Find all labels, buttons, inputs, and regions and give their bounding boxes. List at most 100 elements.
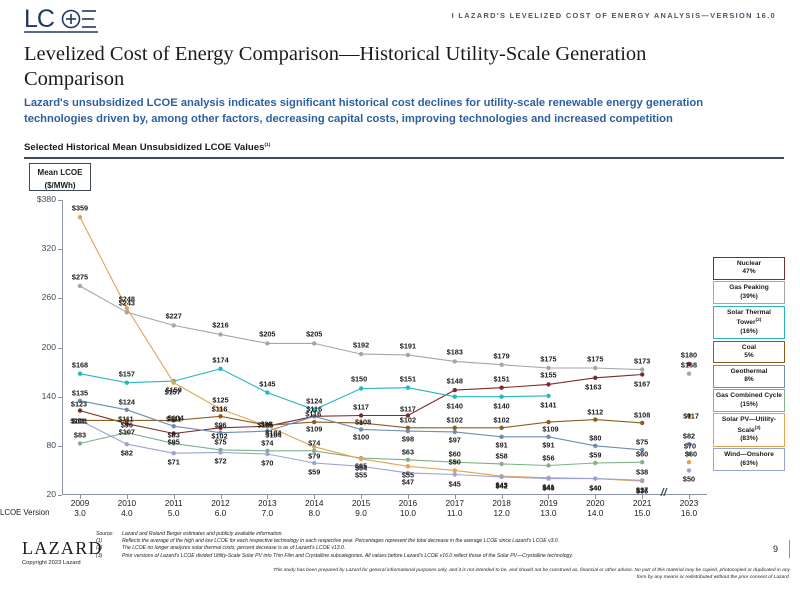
data-label: $117 (683, 411, 699, 420)
legend-item-solar-thermal-tower[interactable]: Solar Thermal Tower(2) (16%) (713, 305, 785, 340)
lcoe-version-row-label: LCOE Version (0, 508, 50, 517)
data-label: $157 (164, 387, 181, 397)
data-label: $359 (71, 203, 89, 213)
x-axis-version-label: 3.0 (74, 508, 86, 518)
data-label: $40 (589, 483, 602, 493)
data-label: $102 (493, 415, 510, 425)
series-marker (452, 425, 457, 430)
series-marker (77, 371, 83, 376)
series-marker (218, 430, 223, 435)
x-axis-tick-mark (595, 495, 597, 499)
series-marker (77, 418, 83, 423)
x-axis-version-label: 6.0 (214, 508, 227, 518)
x-axis-tick-mark (126, 495, 128, 499)
data-label: $72 (214, 456, 227, 466)
x-axis-version-label: 15.0 (634, 508, 651, 518)
data-label: $83 (167, 430, 180, 440)
legend-item-footnote: (3) (754, 425, 761, 431)
x-axis-year-label: 2021 (632, 498, 652, 508)
series-marker (452, 472, 457, 477)
x-axis-year-label: 2012 (211, 498, 230, 508)
data-label: $227 (165, 311, 182, 321)
data-label: $42 (495, 481, 508, 491)
y-axis-tick-mark (58, 396, 62, 398)
series-marker (77, 283, 83, 289)
data-label: $111 (72, 416, 88, 426)
data-label: $104 (265, 428, 282, 438)
legend-item-solar-pv-utility-scale[interactable]: Solar PV—Utility-Scale(3) (83%) (713, 413, 785, 447)
data-label: $125 (212, 395, 229, 405)
data-label: $205 (259, 329, 276, 339)
series-marker (312, 460, 317, 466)
legend-item-label: Nuclear (736, 260, 762, 267)
series-coal (77, 413, 692, 430)
legend-item-gas-combined-cycle[interactable]: Gas Combined Cycle (15%) (713, 389, 785, 412)
legend-item-label: Coal (741, 343, 757, 351)
footnote-3-tag: (3) (96, 552, 103, 559)
data-label: $58 (495, 451, 508, 461)
data-label-extra: $36 (636, 486, 649, 496)
header-version-text: I LAZARD'S LEVELIZED COST OF ENERGY ANAL… (451, 11, 776, 20)
series-marker (640, 460, 645, 465)
y-axis-tick-label: 20 (46, 489, 56, 499)
legend-item-nuclear[interactable]: Nuclear 47% (713, 257, 785, 280)
chart-panel-heading-footnote: (1) (264, 142, 271, 148)
data-label: $41 (542, 482, 555, 492)
copyright-text: Copyright 2023 Lazard (22, 560, 81, 566)
data-label: $124 (306, 396, 323, 406)
x-axis-year-label: 2013 (258, 498, 277, 508)
series-line (79, 285, 643, 371)
data-label: $109 (306, 424, 323, 434)
series-marker (358, 420, 364, 426)
data-label: $45 (448, 479, 461, 488)
data-label: $183 (446, 347, 463, 357)
data-label: $151 (399, 374, 417, 384)
x-axis-version-label: 5.0 (167, 508, 180, 518)
data-label: $141 (540, 400, 557, 410)
series-marker (218, 406, 223, 412)
series-marker (640, 447, 645, 453)
data-label: $55 (401, 470, 415, 480)
series-marker (358, 456, 364, 462)
series-marker (171, 451, 176, 456)
x-axis-tick-mark (173, 495, 175, 499)
data-label: $50 (448, 457, 461, 467)
y-axis-tick-label: 200 (41, 341, 56, 352)
x-axis-year-label: 2015 (351, 498, 371, 508)
data-label: $145 (259, 379, 276, 389)
series-marker (452, 359, 457, 364)
data-label: $97 (448, 435, 461, 445)
x-axis-tick-mark (689, 495, 690, 499)
legend-item-wind-onshore[interactable]: Wind—Onshore (63%) (713, 448, 785, 472)
series-marker (171, 380, 176, 385)
series-marker (124, 306, 129, 311)
footnotes-block: Source: Lazard and Roland Berger estimat… (96, 531, 716, 560)
series-marker (312, 407, 317, 412)
series-marker (686, 361, 692, 367)
data-label: $96 (214, 420, 227, 430)
data-label: $108 (354, 417, 372, 427)
series-marker (499, 461, 504, 467)
data-label: $123 (70, 399, 88, 409)
legend-item-gas-peaking[interactable]: Gas Peaking (39%) (713, 281, 785, 305)
legend-item-geothermal[interactable]: Geothermal 8% (713, 364, 785, 388)
x-axis-tick-mark (80, 495, 81, 499)
x-axis-version-label: 4.0 (121, 508, 133, 518)
series-marker (265, 451, 270, 457)
legend-item-coal[interactable]: Coal 5% (713, 340, 785, 364)
data-label: $82 (120, 448, 133, 458)
data-label: $111 (165, 414, 182, 424)
data-label: $135 (71, 388, 89, 398)
legend-item-label: Wind—Onshore (724, 451, 774, 459)
data-label: $175 (540, 354, 557, 364)
series-marker (218, 414, 223, 419)
footnote-3: (3) Prior versions of Lazard's LCOE divi… (96, 553, 716, 560)
x-axis-tick-mark (548, 495, 550, 499)
data-label: $173 (634, 356, 651, 366)
data-label: $157 (118, 369, 135, 379)
data-label: $155 (540, 370, 557, 380)
series-marker (640, 372, 645, 377)
lcoe-logo: LC (24, 6, 116, 36)
series-marker (640, 367, 645, 372)
series-marker (546, 476, 551, 481)
